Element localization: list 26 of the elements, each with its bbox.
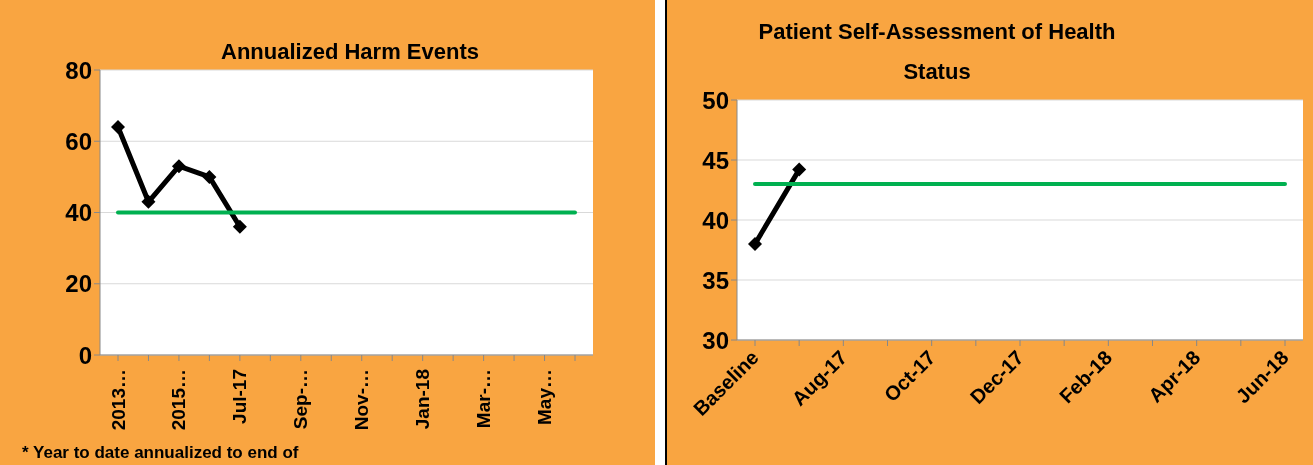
point: [111, 120, 125, 134]
x-tick-label: Mar-…: [473, 369, 495, 429]
x-tick-label: Nov-…: [351, 369, 373, 431]
y-tick-label: 60: [65, 127, 92, 155]
text: * Year to date annualized to end of: [22, 443, 299, 463]
y-tick-label: 45: [702, 146, 729, 174]
x-tick-label: Jan-18: [412, 369, 434, 430]
point: [141, 194, 156, 209]
y-tick-label: 40: [702, 206, 729, 234]
chart-title: Annualized Harm Events: [220, 38, 480, 66]
x-tick-label: Jul-17: [229, 369, 251, 424]
x-tick-label: 2015…: [168, 369, 190, 431]
x-tick-label: May…: [534, 369, 556, 425]
chart-title: Patient Self-Assessment of Health Status: [758, 19, 1116, 84]
y-tick-label: 0: [78, 341, 92, 369]
point: [202, 169, 217, 184]
point: [171, 159, 186, 174]
x-tick-label: Sep-…: [290, 369, 312, 430]
point: [232, 219, 247, 234]
y-tick-label: 30: [702, 326, 729, 354]
y-tick-label: 50: [702, 86, 729, 114]
x-tick-label: 2013…: [107, 369, 129, 431]
y-tick-label: 35: [702, 266, 729, 294]
y-tick-label: 40: [65, 199, 92, 227]
y-tick-label: 80: [65, 56, 92, 84]
y-tick-label: 20: [65, 270, 92, 298]
